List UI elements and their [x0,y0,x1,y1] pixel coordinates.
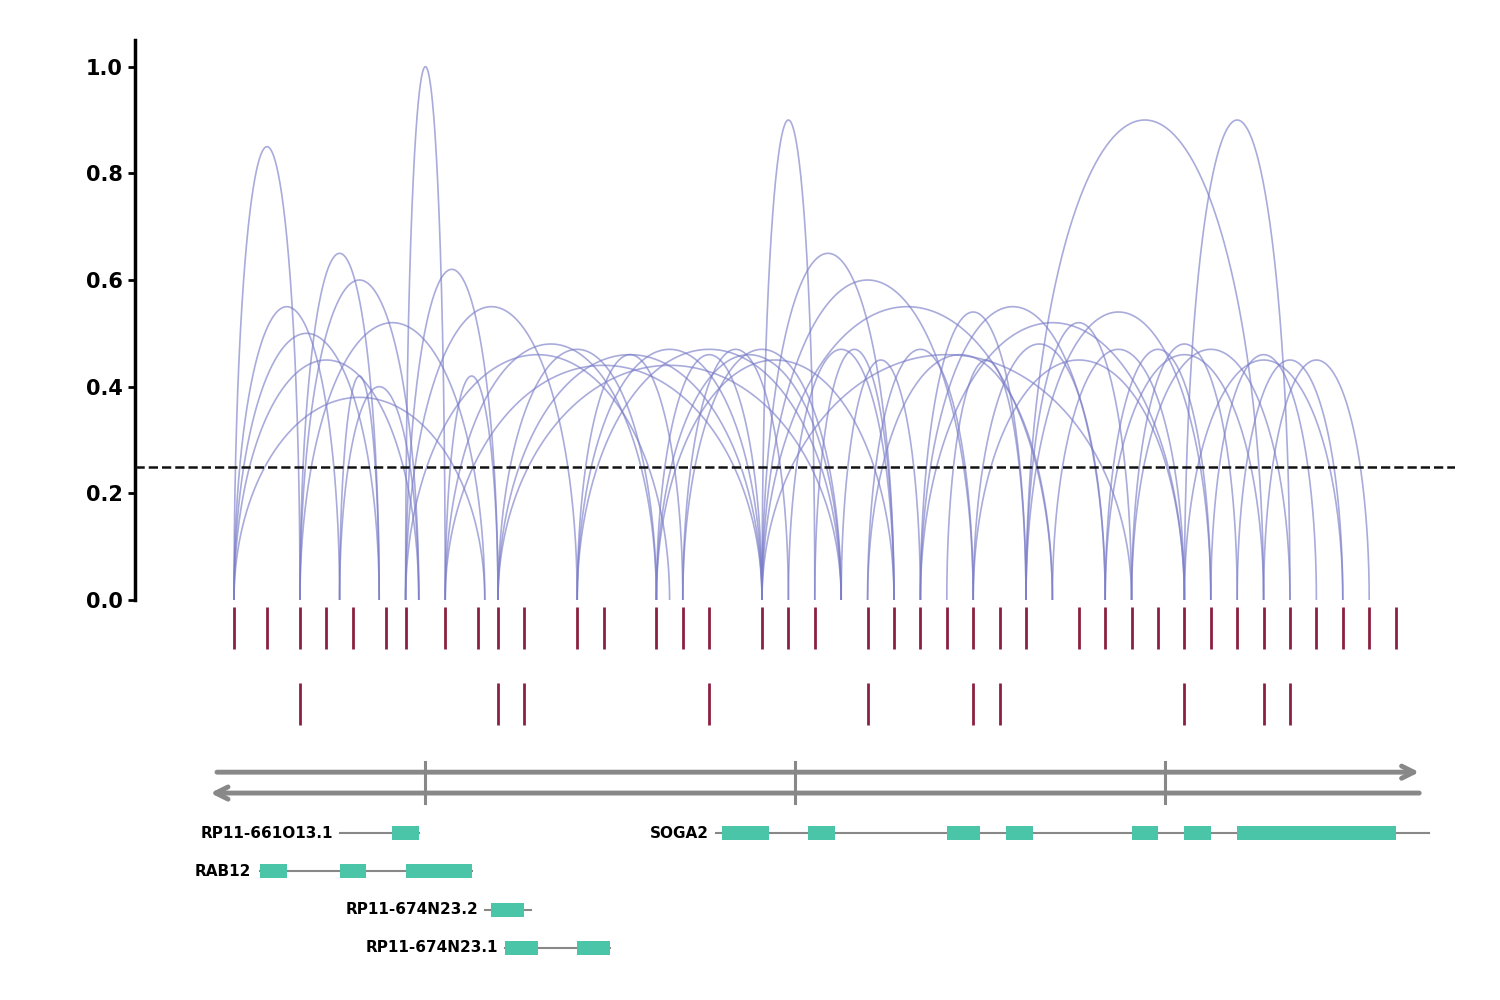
Text: RAB12: RAB12 [195,864,250,879]
Bar [1131,826,1158,840]
Bar [1370,826,1395,840]
Bar [1007,826,1032,840]
Bar [946,826,980,840]
Text: RP11-674N23.1: RP11-674N23.1 [366,940,498,955]
Bar [808,826,834,840]
Bar [578,941,610,955]
Bar [405,864,471,878]
Bar [339,864,366,878]
Bar [1342,826,1370,840]
Bar [1185,826,1210,840]
Bar [1317,826,1342,840]
Bar [393,826,418,840]
Text: RP11-674N23.2: RP11-674N23.2 [345,902,478,917]
Bar [1263,826,1290,840]
Bar [723,826,768,840]
Bar [492,903,525,917]
Bar [261,864,286,878]
Text: RP11-661O13.1: RP11-661O13.1 [201,826,333,841]
Bar [1238,826,1263,840]
Bar [1290,826,1317,840]
Text: SOGA2: SOGA2 [650,826,710,841]
Bar [504,941,537,955]
